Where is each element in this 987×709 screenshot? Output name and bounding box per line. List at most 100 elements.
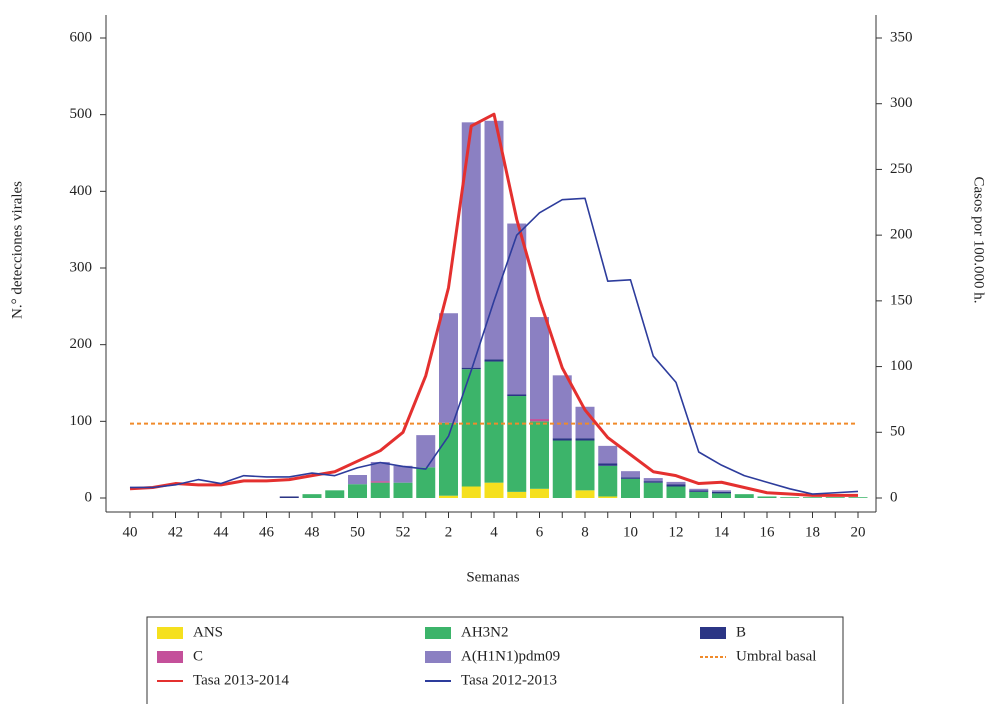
x-tick-label: 46 <box>259 524 275 540</box>
bar-segment <box>530 421 549 489</box>
bar-segment <box>393 482 413 498</box>
x-tick-label: 44 <box>214 524 230 540</box>
x-tick-label: 16 <box>760 524 776 540</box>
y-tick-label: 400 <box>70 183 93 199</box>
bar-segment <box>575 440 595 491</box>
legend-swatch <box>157 651 183 663</box>
legend-label: Tasa 2012-2013 <box>461 672 557 688</box>
bar-segment <box>484 359 504 362</box>
y-tick-label: 500 <box>70 106 93 122</box>
bar-segment <box>734 494 754 498</box>
bar-segment <box>507 396 527 492</box>
y2-tick-label: 0 <box>890 489 898 505</box>
bar-segment <box>666 481 686 485</box>
legend-label: ANS <box>193 624 223 640</box>
legend-label: A(H1N1)pdm09 <box>461 648 560 664</box>
bar-segment <box>507 223 527 395</box>
bar-segment <box>370 482 390 498</box>
x-tick-label: 12 <box>669 524 684 540</box>
bar-segment <box>643 482 663 498</box>
bar-segment <box>484 120 504 360</box>
bar-segment <box>666 486 686 498</box>
y-tick-label: 0 <box>85 489 93 505</box>
x-tick-label: 8 <box>581 524 589 540</box>
x-tick-label: 14 <box>714 524 730 540</box>
bar-segment <box>712 493 731 498</box>
bar-segment <box>530 488 549 498</box>
bar-segment <box>598 465 618 497</box>
bar-segment <box>621 471 640 478</box>
x-tick-label: 20 <box>851 524 866 540</box>
bar-segment <box>484 482 504 498</box>
legend-label: B <box>736 624 746 640</box>
line-series <box>130 197 859 495</box>
x-tick-label: 2 <box>445 524 453 540</box>
x-tick-label: 6 <box>536 524 544 540</box>
bar-segment <box>598 445 618 464</box>
bar-segment <box>803 497 822 498</box>
y-axis-title: N.° detecciones virales <box>9 181 25 319</box>
legend-label: Umbral basal <box>736 648 816 664</box>
legend-label: AH3N2 <box>461 624 509 640</box>
bar-segment <box>461 122 481 368</box>
bar-segment <box>530 419 549 422</box>
bar-segment <box>461 486 481 498</box>
bar-segment <box>621 478 640 498</box>
bar-segment <box>484 361 504 483</box>
y2-axis-title: Casos por 100.000 h. <box>971 176 987 303</box>
y-tick-label: 100 <box>70 413 93 429</box>
bar-segment <box>621 477 640 479</box>
bar-segment <box>575 490 595 498</box>
bar-segment <box>825 497 845 498</box>
bar-segment <box>302 494 322 498</box>
legend-swatch <box>425 651 451 663</box>
bar-segment <box>598 496 618 498</box>
bar-segment <box>712 490 731 492</box>
y2-tick-label: 250 <box>890 161 913 177</box>
bar-segment <box>598 463 618 466</box>
x-tick-label: 48 <box>305 524 320 540</box>
bar-segment <box>439 313 458 423</box>
bar-segment <box>439 422 458 496</box>
x-tick-label: 52 <box>396 524 411 540</box>
legend-label: C <box>193 648 203 664</box>
y2-tick-label: 350 <box>890 29 913 45</box>
legend-swatch <box>425 627 451 639</box>
y2-tick-label: 200 <box>890 227 913 243</box>
bar-segment <box>689 490 709 492</box>
bar-segment <box>643 478 663 482</box>
x-tick-label: 4 <box>490 524 498 540</box>
bar-segment <box>370 461 390 482</box>
bar-segment <box>325 490 345 498</box>
bar-segment <box>848 497 868 498</box>
x-tick-label: 18 <box>805 524 820 540</box>
y2-tick-label: 100 <box>890 358 913 374</box>
x-axis-title: Semanas <box>466 569 519 585</box>
bar-segment <box>552 440 572 498</box>
bar-segment <box>370 481 390 483</box>
bar-segment <box>507 491 527 498</box>
legend-label: Tasa 2013-2014 <box>193 672 290 688</box>
bar-segment <box>416 467 436 498</box>
bar-segment <box>552 375 572 439</box>
x-tick-label: 40 <box>123 524 138 540</box>
bar-segment <box>348 475 367 485</box>
bar-segment <box>780 497 800 498</box>
bar-segment <box>689 491 709 498</box>
x-tick-label: 50 <box>350 524 365 540</box>
bar-segment <box>575 438 595 441</box>
bar-segment <box>416 435 436 468</box>
bar-segment <box>552 438 572 441</box>
y-tick-label: 200 <box>70 336 93 352</box>
bar-segment <box>507 394 527 397</box>
y-tick-label: 300 <box>70 259 93 275</box>
bar-segment <box>757 496 777 498</box>
y2-tick-label: 300 <box>890 95 913 111</box>
bar-segment <box>643 481 663 483</box>
y2-tick-label: 150 <box>890 292 913 308</box>
legend-swatch <box>157 627 183 639</box>
x-tick-label: 10 <box>623 524 638 540</box>
bar-segment <box>439 495 458 498</box>
